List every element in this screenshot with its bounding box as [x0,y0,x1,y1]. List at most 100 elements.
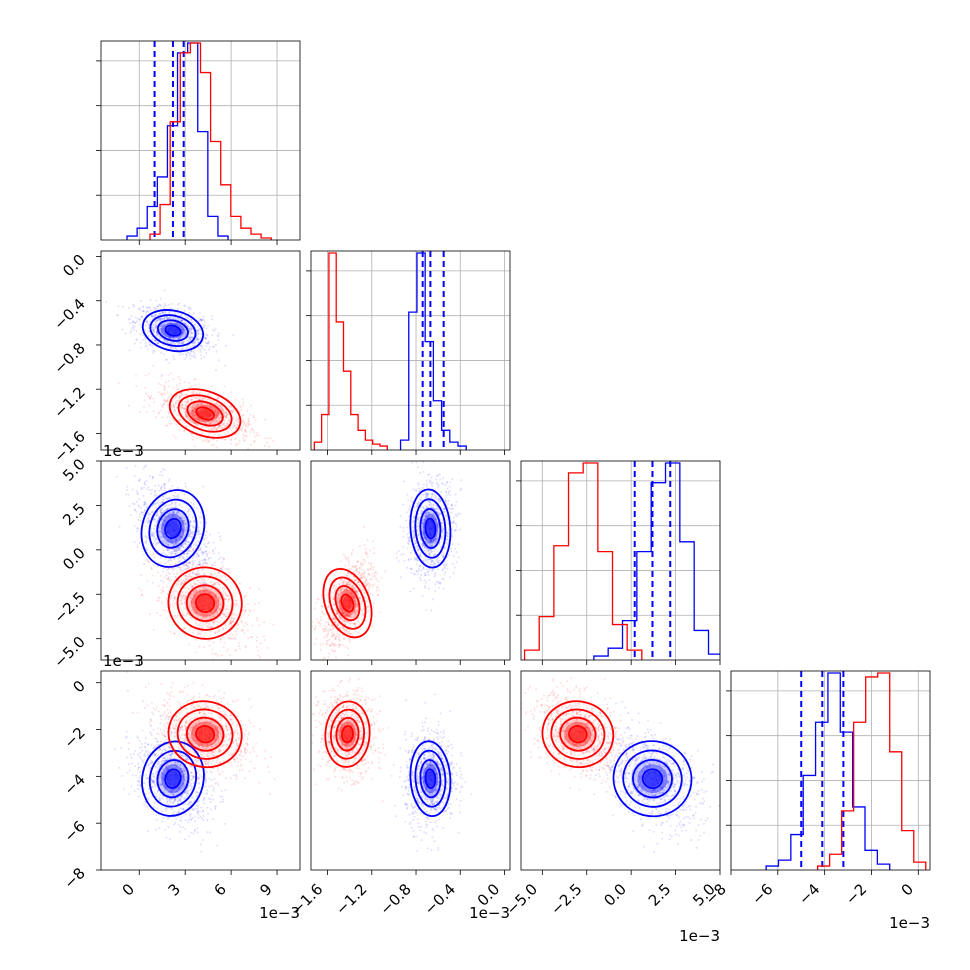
scatter-point [227,595,230,598]
scatter-point [437,523,440,526]
scatter-point [416,525,419,528]
scatter-point [180,535,183,538]
scatter-point [142,504,145,507]
scatter-point [243,632,246,635]
scatter-point [220,415,223,418]
scatter-point [434,540,437,543]
scatter-point [435,508,438,511]
scatter-point [246,425,249,428]
scatter-point [167,567,170,570]
scatter-point [235,436,238,439]
scatter-point [154,493,157,496]
scatter-point [192,355,195,358]
scatter-point [203,557,206,560]
scatter-point [134,428,136,430]
scatter-point [164,496,167,499]
scatter-point [185,416,188,419]
scatter-point [421,521,424,524]
scatter-point [232,427,235,430]
scatter-point [187,543,190,546]
scatter-point [164,311,167,314]
scatter-point [437,561,440,564]
scatter-point [417,483,420,486]
scatter-point [133,304,136,307]
scatter-point [218,332,221,335]
scatter-point [177,337,180,340]
scatter-point [378,589,381,592]
scatter-point [167,549,170,552]
scatter-point [346,613,349,616]
scatter-point [138,319,141,322]
scatter-point [186,562,189,565]
scatter-point [204,558,207,561]
scatter-point [191,335,194,338]
scatter-point [224,416,227,419]
scatter-point [163,566,166,569]
scatter-point [201,626,204,629]
scatter-point [182,579,185,582]
scatter-point [190,546,193,549]
scatter-point [221,612,224,615]
scatter-point [441,569,444,572]
scatter-point [182,546,185,549]
scatter-point [168,362,171,365]
scatter-point [154,484,157,487]
scatter-point [199,521,202,524]
scatter-point [333,621,336,624]
scatter-point [202,615,205,618]
scatter-point [183,580,186,583]
scatter-point [263,639,266,642]
scatter-point [185,579,188,582]
scatter-point [199,632,202,635]
scatter-point [425,506,428,509]
scatter-point [145,542,148,545]
scatter-point [237,642,240,645]
scatter-point [193,526,196,529]
scatter-point [179,397,182,400]
scatter-point [412,531,415,534]
scatter-point [433,538,436,541]
panel-frame [100,40,301,241]
scatter-point [248,587,251,590]
scatter-point [317,665,319,667]
scatter-point [204,581,207,584]
scatter-point [194,573,197,576]
scatter-point [445,538,448,541]
scatter-point [333,650,336,653]
scatter-point [154,518,157,521]
scatter-point [197,530,200,533]
scatter-point [202,315,205,318]
scatter-point [189,346,192,349]
scatter-point [205,421,208,424]
scatter-point [213,329,216,332]
scatter-point [188,561,191,564]
scatter-point [164,519,167,522]
scatter-point [213,623,216,626]
scatter-point [125,467,128,470]
scatter-point [423,515,426,518]
scatter-point [156,519,159,522]
scatter-point [159,324,162,327]
scatter-point [343,627,346,630]
scatter-point [131,488,134,491]
scatter-point [208,422,211,425]
scatter-point [234,427,237,430]
scatter-point [187,398,190,401]
scatter-point [189,411,192,414]
scatter-point [224,575,227,578]
scatter-point [175,538,178,541]
scatter-point [165,574,168,577]
scatter-point [160,601,163,604]
scatter-point [192,525,195,528]
scatter-point [217,552,220,555]
scatter-point [161,343,164,346]
scatter-point [397,550,400,553]
scatter-point [128,349,131,352]
scatter-point [172,515,175,518]
scatter-point [424,537,427,540]
scatter-point [414,541,417,544]
scatter-point [159,304,162,307]
scatter-point [460,487,463,490]
scatter-point [223,431,226,434]
